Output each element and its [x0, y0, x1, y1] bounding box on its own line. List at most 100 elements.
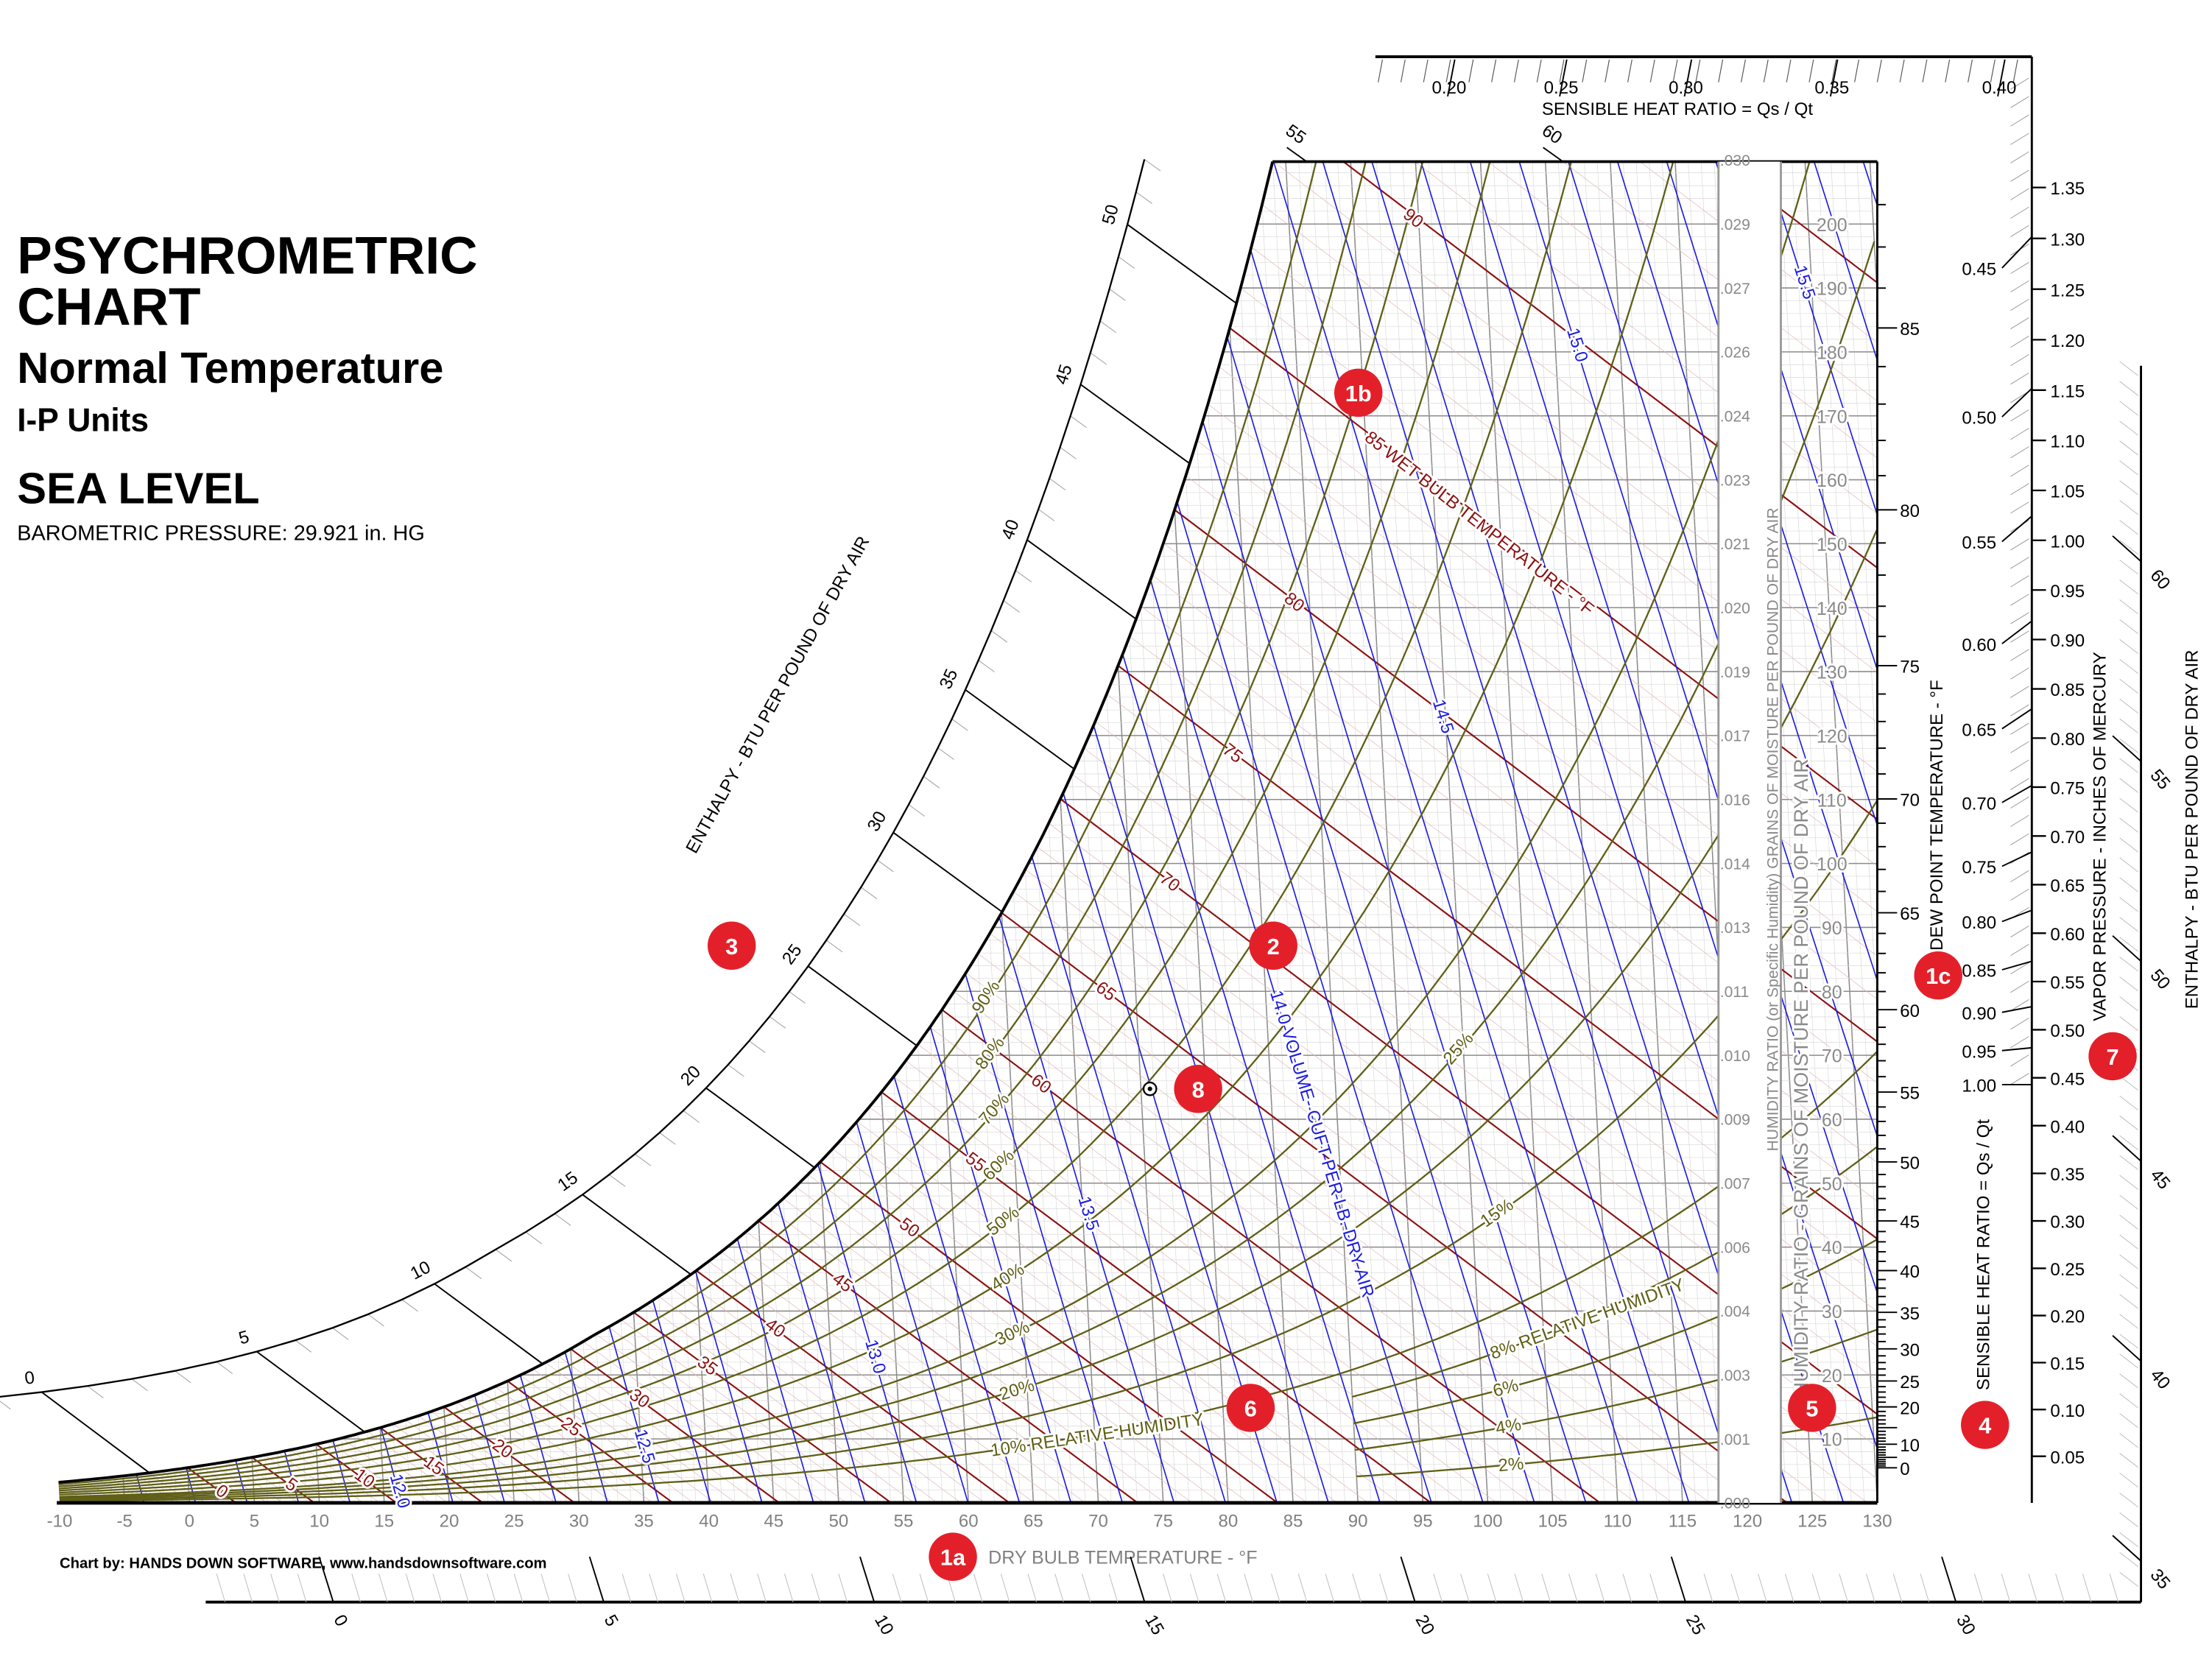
volume-line: [1841, 161, 1878, 1503]
enthalpy-bottom-label: 0: [329, 1611, 351, 1630]
humidity-ratio-tick-label: .020: [1720, 600, 1750, 617]
enthalpy-right-minor-tick: [2119, 1473, 2139, 1488]
enthalpy-bottom-minor-tick: [351, 1574, 361, 1602]
enthalpy-right-minor-tick: [2119, 957, 2139, 972]
dry-bulb-gridline-minor: [1169, 161, 1241, 1503]
dry-bulb-gridline-major: [1415, 161, 1489, 1503]
callout-circle: [707, 921, 756, 970]
dry-bulb-gridline-minor: [558, 161, 632, 1503]
vapor-pressure-label: 1.10: [2050, 432, 2085, 452]
shr-side-label: 0.80: [1962, 913, 1996, 933]
humidity-ratio-tick-label: .021: [1720, 536, 1750, 553]
dry-bulb-tick-label: 110: [1604, 1512, 1632, 1532]
shr-side-minor-tick: [2010, 428, 2029, 440]
enthalpy-right-major-tick: [2112, 735, 2142, 762]
enthalpy-right-minor-tick: [2119, 1155, 2139, 1170]
enthalpy-right-minor-tick: [2119, 877, 2139, 892]
rh-curve-40: [59, 161, 1676, 1496]
shr-top-minor-tick: [1831, 59, 1837, 82]
enthalpy-bottom-minor-tick: [838, 1574, 848, 1602]
shr-top-major-tick: [1559, 59, 1568, 97]
enthalpy-scale-label: 50: [1099, 202, 1123, 227]
enthalpy-bottom-minor-tick: [568, 1574, 577, 1602]
enthalpy-bottom-minor-tick: [243, 1574, 253, 1602]
dry-bulb-gridline-minor: [1649, 161, 1722, 1503]
enthalpy-bottom-minor-tick: [459, 1574, 469, 1602]
dry-bulb-gridline-minor: [1506, 161, 1579, 1503]
shr-top-minor-tick: [1627, 59, 1632, 82]
volume-line: [1253, 161, 1690, 1503]
shr-side-minor-tick: [2010, 962, 2029, 975]
dew-point-axis-title: DEW POINT TEMPERATURE - °F: [1927, 680, 1947, 951]
wet-bulb-label: 85 WET BULB TEMPERATURE - °F: [1361, 427, 1597, 619]
wet-bulb-line: [820, 1161, 1278, 1503]
shr-side-major-tick: [2001, 960, 2032, 971]
enthalpy-right-minor-tick: [2119, 837, 2139, 853]
callout-marker-4: 4: [1961, 1401, 2010, 1449]
enthalpy-bottom-minor-tick: [1000, 1574, 1010, 1602]
volume-label: 14.5: [1429, 697, 1458, 736]
shr-side-minor-tick: [2010, 575, 2029, 588]
vapor-pressure-label: 0.90: [2050, 631, 2085, 651]
humidity-ratio-tick-label: .006: [1720, 1239, 1750, 1256]
enthalpy-minor-tick: [634, 1153, 652, 1166]
wet-bulb-minor-line: [770, 1209, 1165, 1503]
dry-bulb-tick-label: 55: [894, 1512, 914, 1532]
wet-bulb-label: 75: [1219, 739, 1247, 767]
wet-bulb-minor-line: [708, 1261, 1035, 1503]
enthalpy-right-minor-tick: [2119, 758, 2139, 773]
wet-bulb-minor-line: [1163, 543, 1878, 1503]
vapor-pressure-label: 0.65: [2050, 876, 2085, 896]
enthalpy-minor-tick: [0, 1401, 11, 1410]
shr-top-minor-tick: [2012, 59, 2018, 82]
enthalpy-bottom-label: 10: [870, 1611, 898, 1638]
dry-bulb-gridline-minor: [1778, 161, 1852, 1503]
dry-bulb-gridline-minor: [1817, 161, 1878, 1503]
grains-tick-label: 130: [1817, 663, 1848, 683]
humidity-ratio-tick-label: .011: [1720, 984, 1750, 1001]
callout-marker-2: 2: [1249, 921, 1297, 970]
enthalpy-right-minor-tick: [2119, 1552, 2139, 1567]
shr-side-minor-tick: [2010, 225, 2029, 237]
enthalpy-bottom-minor-tick: [1216, 1574, 1227, 1602]
volume-line: [1596, 161, 1878, 1503]
dry-bulb-gridline-major: [506, 161, 580, 1503]
enthalpy-minor-tick: [860, 887, 878, 900]
shr-top-minor-tick: [1876, 59, 1882, 82]
credit-text: Chart by: HANDS DOWN SOFTWARE, www.hands…: [60, 1556, 547, 1572]
shr-top-major-tick: [1829, 59, 1839, 97]
shr-top-minor-tick: [1808, 59, 1814, 82]
enthalpy-bottom-minor-tick: [270, 1574, 280, 1602]
grains-tick-label: 70: [1822, 1046, 1842, 1067]
enthalpy-bottom-minor-tick: [676, 1574, 686, 1602]
wet-bulb-minor-line: [905, 1060, 1497, 1503]
enthalpy-major-tick: [434, 1283, 543, 1365]
dry-bulb-gridline-minor: [584, 161, 658, 1503]
shr-side-minor-tick: [2010, 925, 2029, 938]
volume-line: [321, 161, 711, 1503]
shr-top-minor-tick: [1605, 59, 1610, 82]
title-line1: PSYCHROMETRIC: [17, 228, 477, 286]
enthalpy-bottom-minor-tick: [783, 1574, 794, 1602]
shr-side-minor-tick: [2010, 686, 2029, 698]
shr-top-minor-tick: [1899, 59, 1905, 82]
vapor-pressure-label: 0.85: [2050, 680, 2085, 700]
enthalpy-bottom-minor-tick: [1622, 1574, 1632, 1602]
enthalpy-minor-tick: [769, 1015, 786, 1029]
enthalpy-right-scale: 35 40 45 50 55 60: [2112, 361, 2174, 1602]
enthalpy-minor-tick: [825, 940, 843, 953]
callout-circle: [1174, 1064, 1222, 1113]
dew-point-tick-label: 25: [1900, 1373, 1920, 1392]
enthalpy-bottom-minor-tick: [730, 1574, 740, 1602]
enthalpy-bottom-minor-tick: [1163, 1574, 1172, 1602]
volume-line: [566, 161, 969, 1503]
dry-bulb-gridline-minor: [545, 161, 619, 1503]
wet-bulb-minor-line: [965, 972, 1673, 1503]
vapor-pressure-label: 0.95: [2050, 582, 2085, 602]
enthalpy-right-minor-tick: [2119, 1532, 2139, 1548]
shr-side-minor-tick: [2010, 96, 2029, 108]
wet-bulb-minor-line: [856, 1121, 1368, 1503]
wet-bulb-minor-line: [1293, 161, 1878, 1503]
enthalpy-right-major-tick: [2112, 1335, 2142, 1362]
wet-bulb-minor-line: [32, 1484, 58, 1503]
